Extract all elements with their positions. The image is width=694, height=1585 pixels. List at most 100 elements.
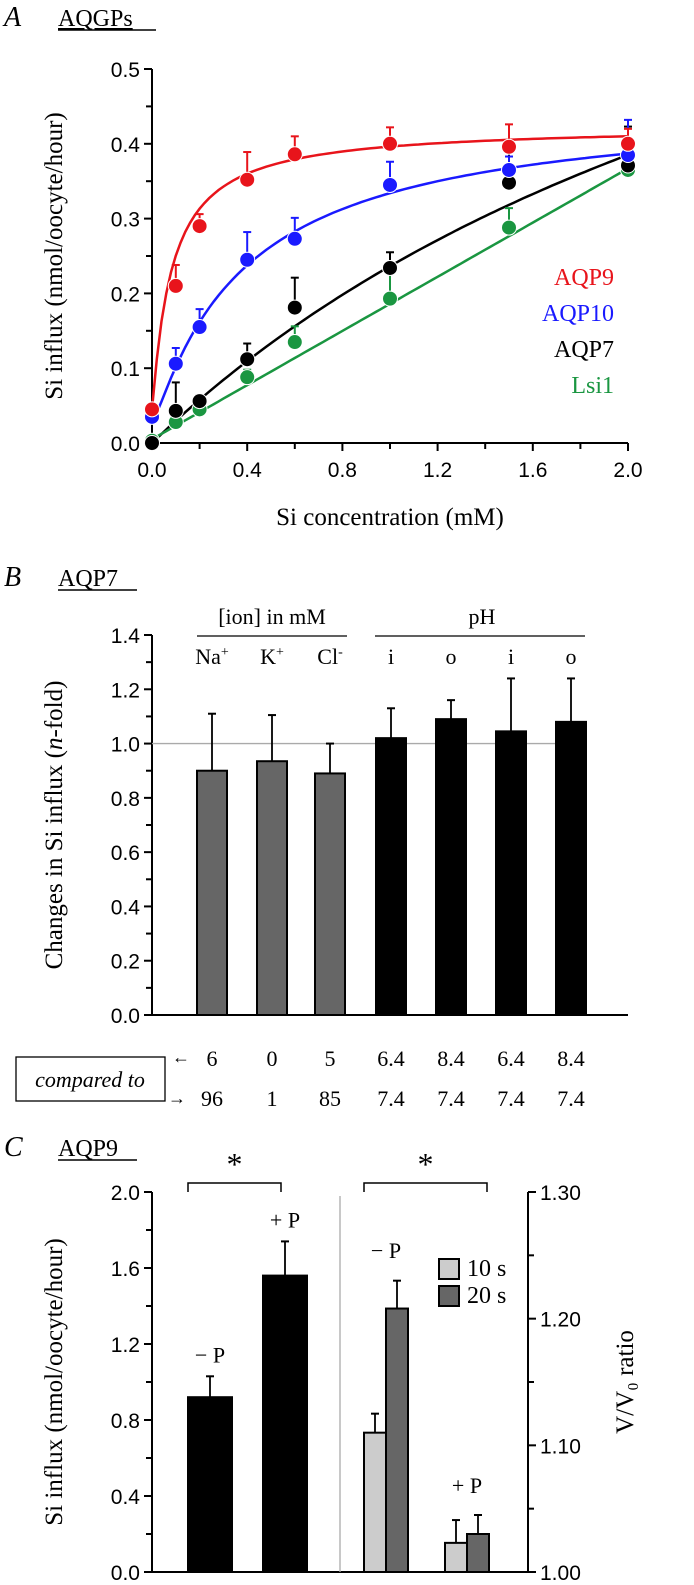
panel-a-y-tick-label: 0.4 xyxy=(111,134,141,157)
panel-a-point-lsi1 xyxy=(239,369,256,386)
panel-a-point-aqp9 xyxy=(167,277,184,294)
panel-c-volume-bar-10s xyxy=(363,1431,387,1573)
panel-b-category-name: i xyxy=(388,644,394,669)
panel-b-y-tick-label: 0.0 xyxy=(111,1005,140,1028)
panel-b-category-sup: + xyxy=(276,645,284,660)
panel-a-point-aqp7 xyxy=(286,299,303,316)
panel-b-y-tick-label: 1.4 xyxy=(111,625,141,648)
panel-a-y-tick-label: 0.1 xyxy=(111,358,140,381)
panel-b-title: AQP7 xyxy=(58,566,118,592)
panel-b-compared-from: 6.4 xyxy=(497,1046,525,1071)
panel-a-point-aqp9 xyxy=(382,135,398,152)
panel-c-bar-label: − P xyxy=(195,1342,225,1367)
panel-a-point-aqp9 xyxy=(501,138,517,155)
panel-a-point-aqp7 xyxy=(191,393,208,410)
panel-c-significance-bracket xyxy=(187,1182,282,1192)
panel-b-y-tick-label: 1.0 xyxy=(111,734,140,757)
panel-a-fit-aqp10 xyxy=(151,152,629,418)
panel-a-x-label: Si concentration (mM) xyxy=(276,504,504,531)
panel-b-category-label: o xyxy=(446,644,457,669)
panel-b-compared-from: 5 xyxy=(325,1046,336,1071)
panel-c-significance-star: * xyxy=(418,1146,434,1182)
panel-c-left-y-label: Si influx (nmol/oocyte/hour) xyxy=(41,1238,68,1525)
panel-c-left-y-tick-label: 0.0 xyxy=(111,1562,140,1585)
panel-a-legend-aqp9: AQP9 xyxy=(554,265,614,291)
panel-b-compared-to: 96 xyxy=(201,1086,223,1111)
panel-b-compared-to: 7.4 xyxy=(377,1086,405,1111)
panel-b-category-name: Cl xyxy=(317,644,338,669)
panel-b-group-label-ph: pH xyxy=(469,604,496,629)
panel-a-point-aqp7 xyxy=(167,402,184,419)
panel-a-point-aqp10 xyxy=(382,176,398,193)
panel-a-point-aqp9 xyxy=(286,146,303,163)
panel-b-compared-from: 0 xyxy=(267,1046,278,1071)
panel-b-category-name: o xyxy=(446,644,457,669)
panel-c-right-y-tick-label: 1.00 xyxy=(540,1562,581,1585)
panel-c-left-y-tick-label: 1.2 xyxy=(111,1334,140,1357)
panel-b-compared-to: 1 xyxy=(267,1086,278,1111)
panel-a-x-tick-label: 2.0 xyxy=(613,459,642,482)
panel-a-x-tick-label: 1.6 xyxy=(518,459,547,482)
panel-b-bar xyxy=(314,772,346,1017)
panel-a-point-aqp10 xyxy=(286,230,303,247)
panel-b-category-label: Na+ xyxy=(195,644,229,669)
panel-b-y-tick-label: 0.6 xyxy=(111,842,140,865)
panel-b-y-tick-label: 0.4 xyxy=(111,896,141,919)
panel-c-volume-bar-20s xyxy=(466,1533,490,1573)
panel-c-legend-label: 10 s xyxy=(467,1256,506,1282)
panel-b-bar xyxy=(495,730,527,1016)
panel-b-compared-to: 7.4 xyxy=(557,1086,585,1111)
panel-b-compared-from: 6 xyxy=(207,1046,218,1071)
panel-c-right-y-tick-label: 1.20 xyxy=(540,1309,581,1332)
panel-a-point-aqp9 xyxy=(191,218,208,235)
panel-b-category-label: Cl- xyxy=(317,644,343,669)
panel-c-significance-bracket xyxy=(363,1182,488,1192)
panel-a-legend-aqp10: AQP10 xyxy=(542,301,614,327)
panel-c-volume-bar-20s xyxy=(385,1307,409,1573)
panel-a-point-aqp10 xyxy=(167,355,184,372)
panel-b-category-name: Na xyxy=(195,644,221,669)
panel-a-x-tick-label: 1.2 xyxy=(423,459,452,482)
panel-b-y-label-part: -fold) xyxy=(41,681,68,738)
panel-c-legend-swatch xyxy=(438,1258,460,1280)
panel-a-legend-aqp7: AQP7 xyxy=(554,337,614,363)
panel-a-point-aqp10 xyxy=(191,319,208,336)
panel-b-y-tick-label: 0.8 xyxy=(111,788,140,811)
panel-a-point-aqp9 xyxy=(620,135,636,152)
panel-a-x-tick-label: 0.0 xyxy=(137,459,166,482)
panel-b-y-label: Changes in Si influx (n-fold) xyxy=(41,681,68,970)
panel-c-bar-label: + P xyxy=(270,1207,300,1232)
panel-c-influx-bar xyxy=(262,1274,308,1573)
panel-b-y-tick-label: 1.2 xyxy=(111,679,140,702)
panel-c-title: AQP9 xyxy=(58,1136,118,1162)
panel-b-category-label: o xyxy=(566,644,577,669)
panel-a-point-aqp9 xyxy=(239,171,256,188)
panel-a-y-tick-label: 0.5 xyxy=(111,59,140,82)
panel-c-left-y-tick-label: 0.4 xyxy=(111,1486,141,1509)
panel-a-point-aqp9 xyxy=(144,401,160,418)
panel-a-y-label: Si influx (nmol/oocyte/hour) xyxy=(41,112,68,399)
panel-c-left-y-tick-label: 0.8 xyxy=(111,1410,140,1433)
panel-b-letter: B xyxy=(4,562,21,593)
panel-a-point-aqp7 xyxy=(239,351,256,368)
panel-c-right-y-label: V/V₀ ratio xyxy=(612,1330,639,1434)
panel-c-influx-bar xyxy=(187,1396,233,1573)
panel-a-y-tick-label: 0.0 xyxy=(111,433,140,456)
panel-c-right-y-tick-label: 1.30 xyxy=(540,1182,581,1205)
panel-a-title: AQGPs xyxy=(58,6,133,32)
panel-b-compared-label: compared to xyxy=(35,1067,145,1092)
panel-c-right-y-tick-label: 1.10 xyxy=(540,1435,581,1458)
panel-b-y-label-part: Changes in Si influx ( xyxy=(41,750,68,969)
panel-b-compared-to: 7.4 xyxy=(497,1086,525,1111)
panel-c-letter: C xyxy=(4,1132,23,1163)
panel-b-compared-box xyxy=(15,1056,166,1102)
panel-b-compared-from: 8.4 xyxy=(437,1046,465,1071)
panel-c-left-y-tick-label: 2.0 xyxy=(111,1182,140,1205)
panel-c-group-label: − P xyxy=(371,1238,401,1263)
panel-b-category-sup: - xyxy=(338,645,343,660)
panel-c-group-label: + P xyxy=(452,1473,482,1498)
panel-c-left-y-tick-label: 1.6 xyxy=(111,1258,140,1281)
panel-b-y-label-part: n xyxy=(41,737,68,750)
panel-c-legend-swatch xyxy=(438,1285,460,1307)
